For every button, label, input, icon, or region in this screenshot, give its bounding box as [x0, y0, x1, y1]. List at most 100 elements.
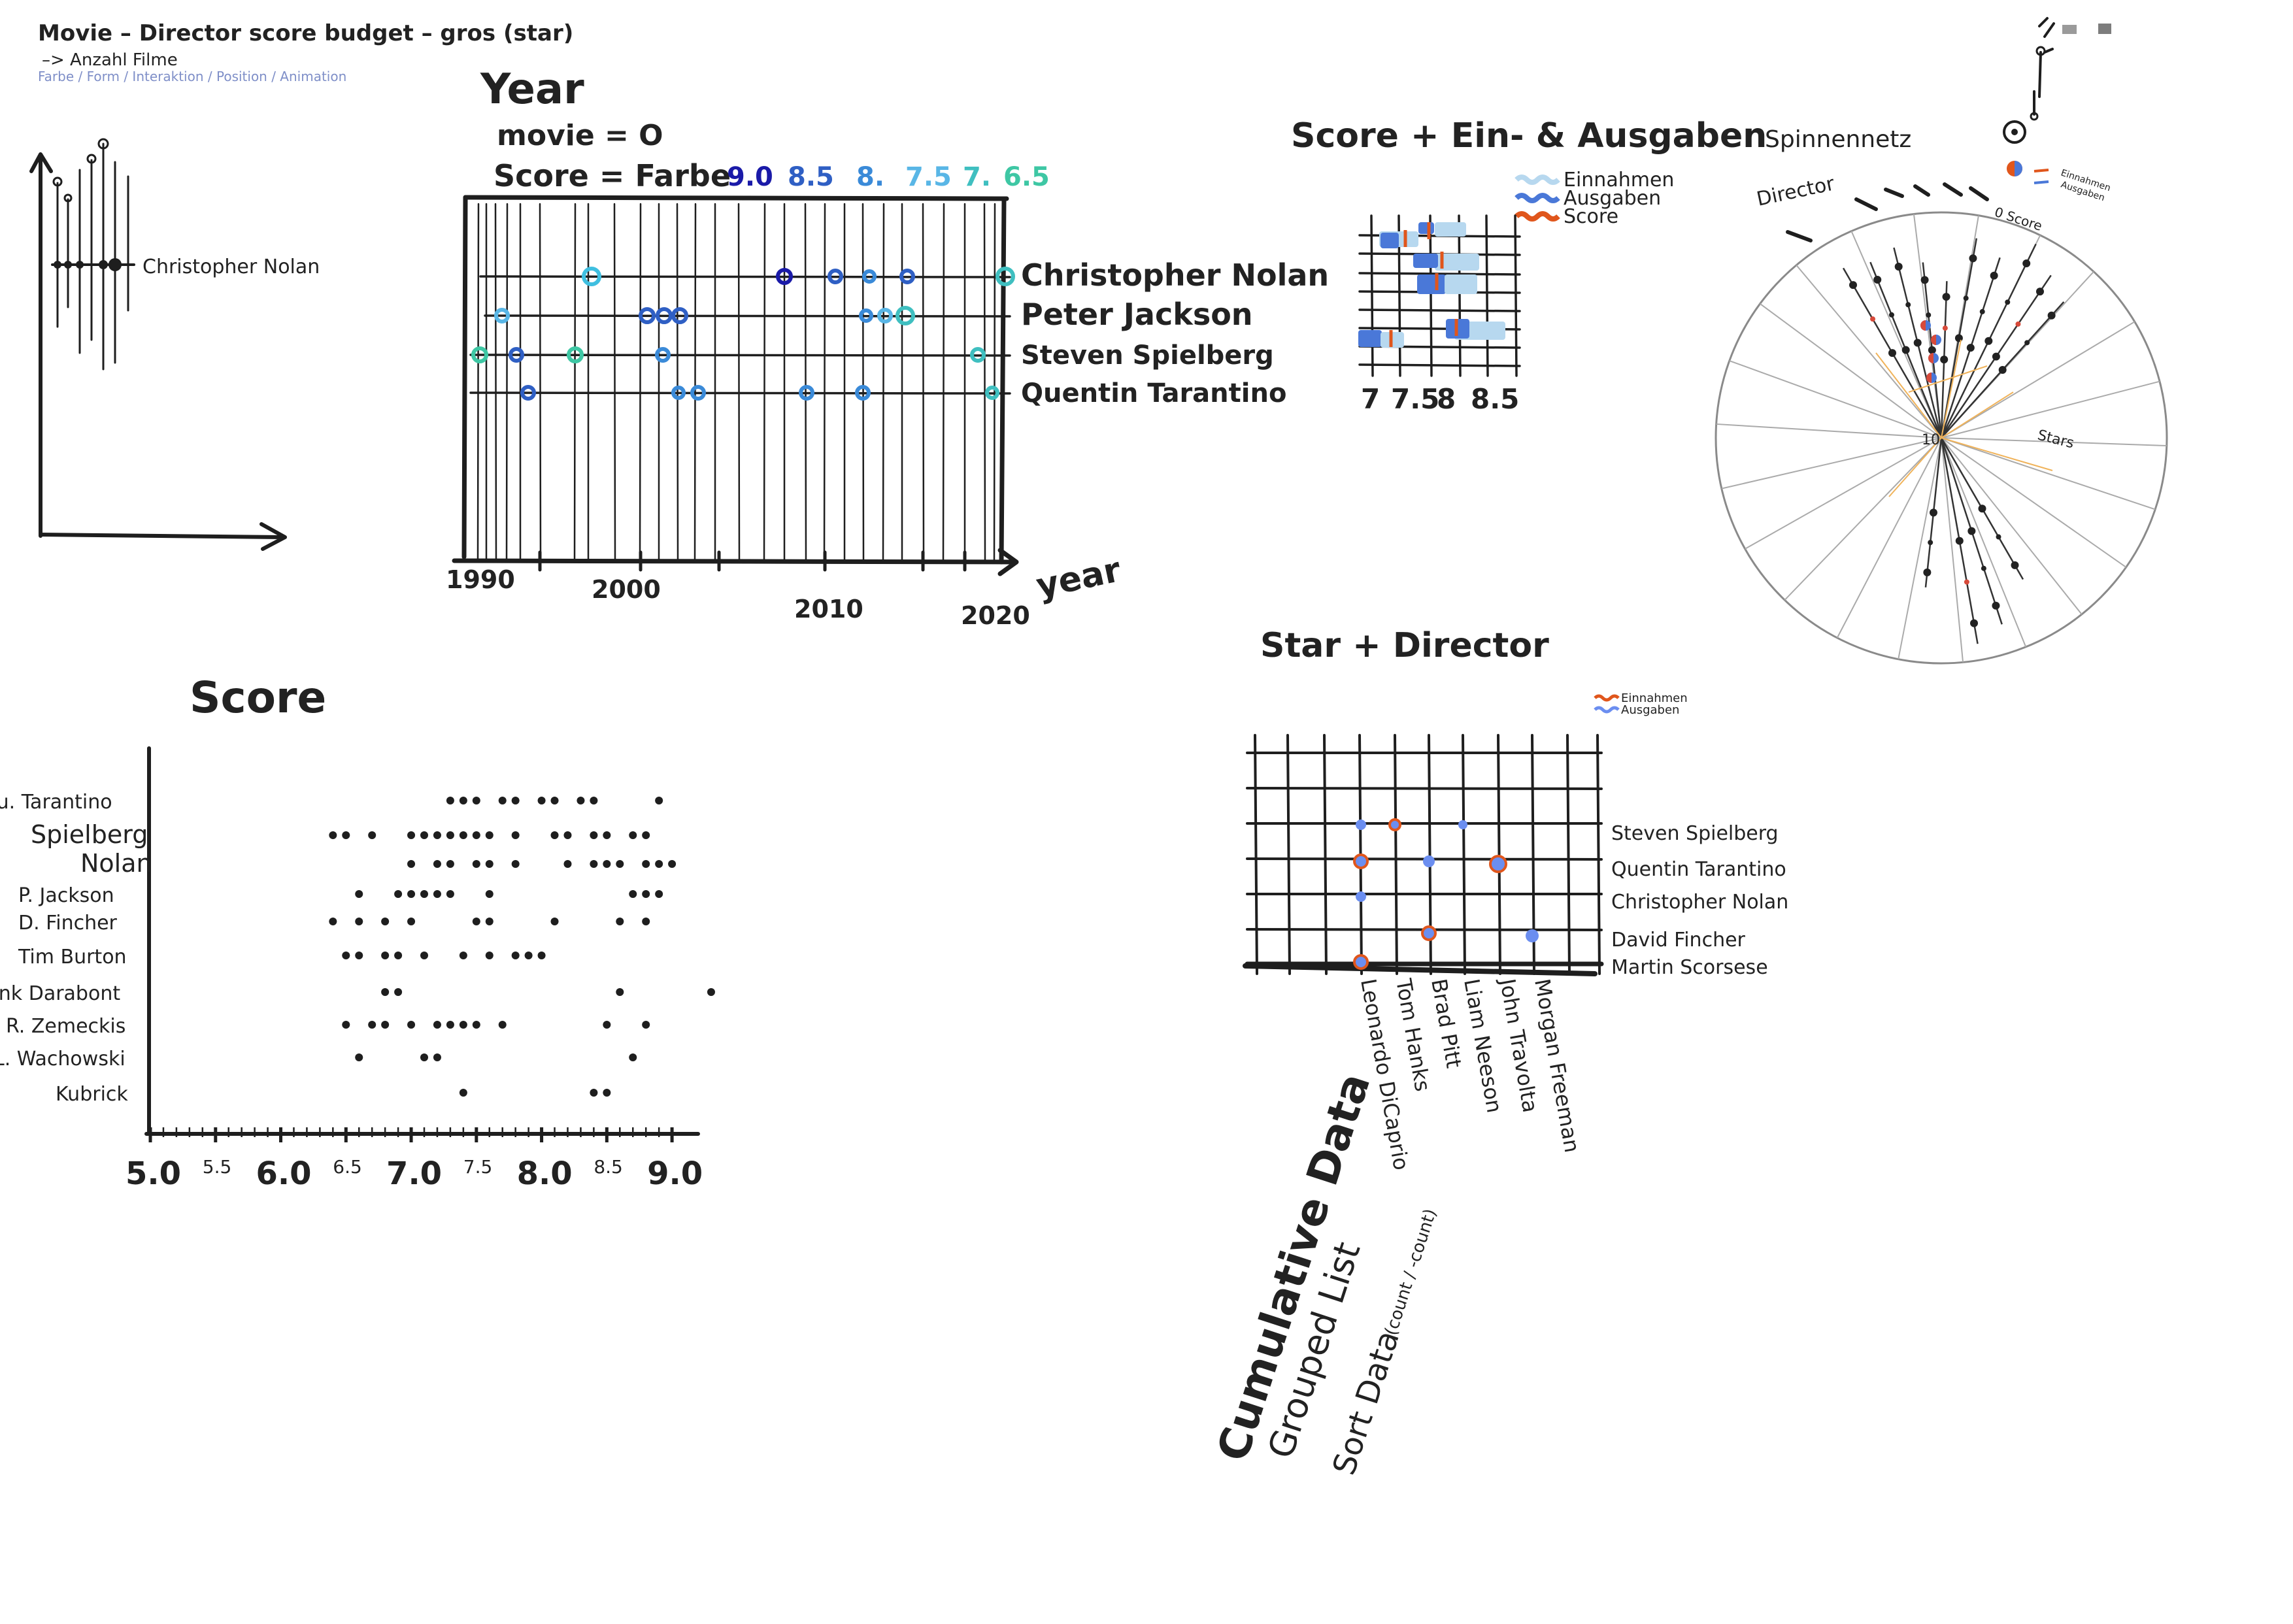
- sd-mark: [1526, 929, 1539, 942]
- score-dot: [394, 890, 403, 898]
- spider-point: [2005, 299, 2011, 305]
- spider-director-stroke: [1854, 197, 1878, 211]
- spider-title: Spinnennetz: [1765, 126, 1911, 153]
- spider-outer-ring: [1715, 211, 2168, 665]
- spider-spoke: [1941, 437, 2083, 615]
- score-dot: [459, 952, 467, 959]
- spider-legend-swatch: [2034, 180, 2049, 184]
- sd-mark: [1356, 820, 1366, 830]
- score-dot: [433, 1021, 441, 1029]
- year-chart-title: Year: [480, 65, 584, 114]
- sb-legend-label: Einnahmen: [1564, 169, 1674, 191]
- spider-point: [1984, 337, 1993, 345]
- score-dot: [407, 918, 416, 925]
- sd-gridline-v: [1566, 734, 1571, 975]
- spider-director-label: Director: [1754, 172, 1837, 210]
- score-dot: [590, 860, 598, 868]
- score-budget-title: Score + Ein- & Ausgaben: [1291, 116, 1767, 156]
- spider-spoke: [1796, 265, 1942, 439]
- year-tick-label: 2010: [794, 595, 863, 623]
- spider-spoke: [1850, 231, 1942, 439]
- movie-dot: [471, 346, 488, 363]
- year-gridline: [539, 203, 542, 562]
- score-dot: [642, 890, 650, 898]
- sd-legend-swatch: [1594, 694, 1620, 702]
- movie-dot: [855, 385, 871, 401]
- sd-director-label: David Fincher: [1611, 929, 1746, 952]
- score-dot: [420, 890, 428, 898]
- score-director-label: Tim Burton: [18, 946, 127, 969]
- score-legend-2: 8.: [856, 162, 884, 192]
- score-color-legend: 9.0 8.5 8. 7.5 7. 6.5: [727, 162, 1050, 192]
- star-director-grid: [1243, 734, 1604, 976]
- score-dot: [355, 1053, 363, 1061]
- score-dot: [342, 1021, 350, 1029]
- movie-dot: [690, 385, 706, 401]
- spider-point: [2015, 321, 2021, 327]
- score-dot: [707, 988, 715, 996]
- spider-point: [1905, 302, 1911, 308]
- pen-tools-sketch: [2003, 17, 2111, 144]
- spider-point: [1967, 527, 1976, 535]
- score-dot: [459, 797, 467, 804]
- score-dot: [590, 797, 598, 804]
- note-sort-hint: (count / -count): [1381, 1206, 1441, 1338]
- header-line-3: Farbe / Form / Interaktion / Position / …: [38, 69, 346, 84]
- score-dot: [368, 831, 377, 839]
- sd-legend-label: Ausgaben: [1621, 703, 1679, 717]
- sd-gridline-v: [1394, 734, 1398, 975]
- spider-budget-dot-half: [1928, 353, 1933, 363]
- score-director-label: D. Fincher: [18, 912, 118, 935]
- spider-spoke: [1760, 303, 1942, 439]
- sd-gridline-v: [1462, 734, 1466, 975]
- spider-point: [1928, 346, 1936, 354]
- movie-dot: [567, 346, 584, 363]
- movie-dot: [639, 307, 656, 324]
- director-row-label: Quentin Tarantino: [1021, 378, 1286, 408]
- score-dot: [485, 918, 494, 925]
- spider-point: [1870, 316, 1875, 322]
- score-dot: [485, 890, 494, 898]
- spider-spoke: [1729, 360, 1942, 439]
- score-dot: [511, 952, 520, 959]
- spider-spoke: [1898, 437, 1942, 659]
- star-director-marks: [1353, 818, 1539, 970]
- score-legend-0: 9.0: [727, 162, 773, 192]
- spider-director-stroke: [1786, 230, 1813, 242]
- spider-spoke: [1941, 437, 2167, 447]
- score-dot: [472, 1021, 480, 1029]
- score-dot: [381, 918, 390, 925]
- score-dot: [603, 1021, 611, 1029]
- spider-chart: Spinnennetz Director 0 Score EinnahmenAu…: [1715, 17, 2168, 665]
- score-budget-chart: Score + Ein- & Ausgaben EinnahmenAusgabe…: [1291, 116, 1767, 415]
- sb-legend-swatch: [1515, 211, 1560, 222]
- score-dot: [511, 831, 520, 839]
- year-gridline: [676, 203, 679, 562]
- movie-dot: [494, 308, 510, 323]
- sb-tick-label: 8.5: [1471, 383, 1519, 415]
- sd-director-label: Martin Scorsese: [1611, 956, 1768, 979]
- sb-legend-label: Score: [1564, 205, 1618, 228]
- score-dot: [407, 1021, 416, 1029]
- sd-axis-bottom: [1243, 963, 1598, 976]
- spider-star-link: [1941, 437, 2053, 471]
- spider-spoke: [1941, 437, 2027, 648]
- sd-mark: [1353, 954, 1369, 970]
- spider-star-link: [1875, 352, 1942, 439]
- sb-gridline-h: [1358, 272, 1521, 276]
- director-row-label: Steven Spielberg: [1021, 340, 1274, 371]
- year-gridline: [494, 203, 497, 562]
- score-dot: [381, 988, 390, 996]
- director-rows: Christopher Nolan Peter Jackson Steven Spi…: [469, 257, 1329, 408]
- spider-budget-dot-half: [1931, 335, 1936, 345]
- score-director-label: Spielberg: [31, 820, 148, 849]
- movie-dot: [895, 306, 915, 325]
- star-director-title: Star + Director: [1260, 626, 1549, 665]
- score-director-label: R. Zemeckis: [6, 1015, 126, 1038]
- spider-point: [1901, 346, 1910, 354]
- spider-point: [1955, 537, 1964, 545]
- spider-spoke: [1721, 437, 1942, 489]
- score-dot: [342, 831, 350, 839]
